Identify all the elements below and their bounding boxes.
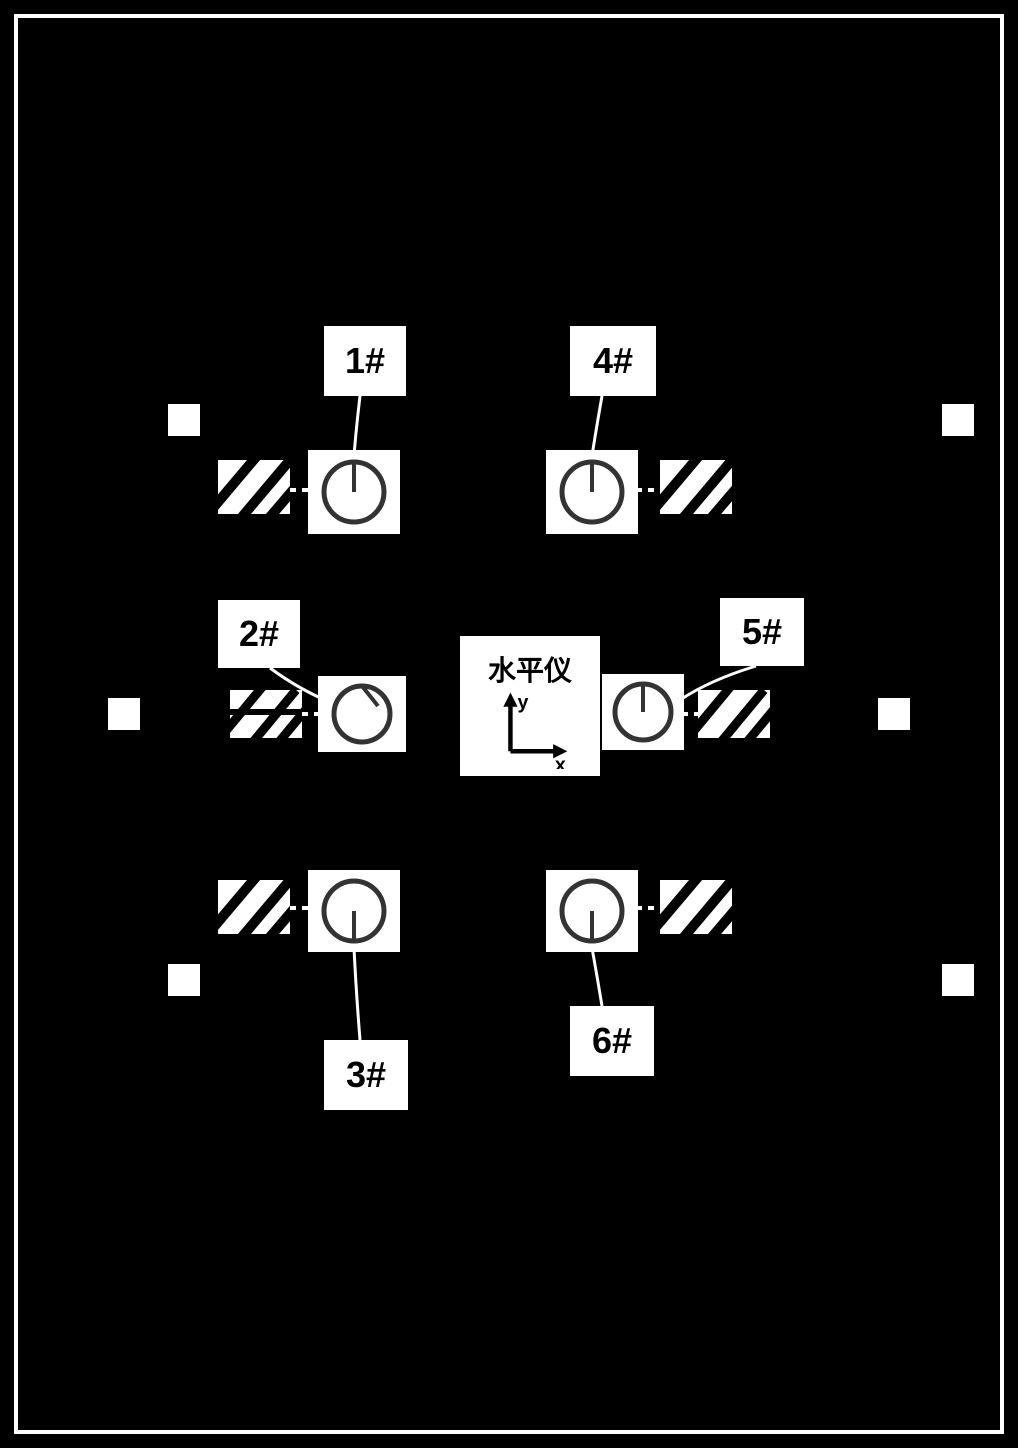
label-6: 6#	[570, 1006, 654, 1076]
hatched-box-1	[218, 460, 290, 514]
marker-square	[168, 964, 200, 996]
label-text: 5#	[742, 611, 782, 653]
label-text: 2#	[239, 613, 279, 655]
hatched-box-3	[218, 880, 290, 934]
label-text: 6#	[592, 1020, 632, 1062]
label-text: 1#	[345, 340, 385, 382]
marker-square	[108, 698, 140, 730]
hatched-box-6	[660, 880, 732, 934]
circle-node-4	[546, 450, 638, 534]
marker-square	[168, 404, 200, 436]
circle-node-2	[318, 676, 406, 752]
hatched-box-4	[660, 460, 732, 514]
circle-node-3	[308, 870, 400, 952]
circle-node-5	[602, 674, 684, 750]
label-text: 4#	[593, 340, 633, 382]
x-axis-label: x	[555, 754, 566, 769]
marker-square	[942, 404, 974, 436]
label-3: 3#	[324, 1040, 408, 1110]
y-axis-label: y	[518, 692, 529, 714]
circle-node-1	[308, 450, 400, 534]
label-4: 4#	[570, 326, 656, 396]
circle-node-6	[546, 870, 638, 952]
marker-square	[942, 964, 974, 996]
center-label-text: 水平仪	[488, 649, 572, 689]
axes-icon: y x	[485, 689, 575, 769]
label-text: 3#	[346, 1054, 386, 1096]
marker-square	[878, 698, 910, 730]
hatched-box-2	[230, 690, 302, 738]
center-level-box: 水平仪 y x	[460, 636, 600, 776]
label-5: 5#	[720, 598, 804, 666]
label-1: 1#	[324, 326, 406, 396]
hatched-box-5	[698, 690, 770, 738]
label-2: 2#	[218, 600, 300, 668]
